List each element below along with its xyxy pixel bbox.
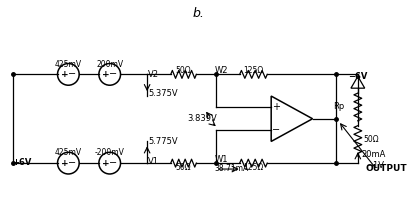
Text: 50Ω: 50Ω xyxy=(364,135,379,144)
Text: −: − xyxy=(109,69,117,79)
Text: +: + xyxy=(61,70,69,79)
Text: 38.71mA: 38.71mA xyxy=(214,164,248,173)
Text: −: − xyxy=(272,125,280,135)
Text: W1: W1 xyxy=(215,155,228,164)
Text: −1V: −1V xyxy=(366,161,384,170)
Text: Rp: Rp xyxy=(333,102,344,112)
Text: 20mA: 20mA xyxy=(362,150,386,159)
Text: −6V: −6V xyxy=(348,72,367,81)
Text: +: + xyxy=(61,159,69,168)
Text: 200mV: 200mV xyxy=(96,60,123,68)
Text: 5.375V: 5.375V xyxy=(148,89,178,98)
Text: W2: W2 xyxy=(215,66,228,76)
Text: 425mV: 425mV xyxy=(55,148,82,157)
Text: −: − xyxy=(68,69,76,79)
Text: +: + xyxy=(272,102,280,112)
Text: 3.839V: 3.839V xyxy=(187,114,217,123)
Text: 50Ω: 50Ω xyxy=(176,66,191,76)
Text: OUTPUT: OUTPUT xyxy=(366,164,407,173)
Text: b.: b. xyxy=(192,7,204,20)
Text: 5.775V: 5.775V xyxy=(148,137,178,145)
Text: −: − xyxy=(109,158,117,168)
Text: 50Ω: 50Ω xyxy=(176,163,191,172)
Text: +: + xyxy=(102,70,110,79)
Text: -200mV: -200mV xyxy=(95,148,124,157)
Text: 125Ω: 125Ω xyxy=(243,163,264,172)
Text: 125Ω: 125Ω xyxy=(243,66,264,76)
Text: V2: V2 xyxy=(148,70,159,79)
Text: 425mV: 425mV xyxy=(55,60,82,68)
Text: −: − xyxy=(68,158,76,168)
Text: +6V: +6V xyxy=(12,158,31,167)
Text: +: + xyxy=(102,159,110,168)
Text: V1: V1 xyxy=(148,157,159,166)
